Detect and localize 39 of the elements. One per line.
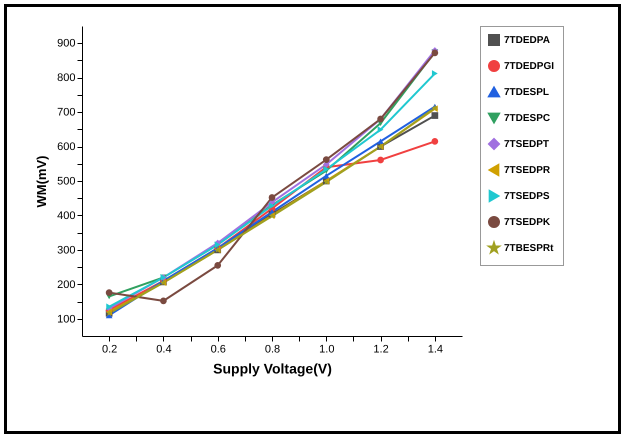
point [378, 126, 384, 134]
legend-label: 7TBESPRt [504, 243, 554, 254]
x-tick-label: 0.2 [102, 344, 118, 356]
x-tick-label: 1.0 [319, 344, 334, 356]
point [377, 156, 384, 164]
x-tick-label: 0.8 [264, 344, 280, 356]
y-tick-label: 200 [57, 278, 76, 291]
legend-label: 7TSEDPK [504, 217, 551, 228]
legend-label: 7TDEDPGI [504, 61, 554, 72]
y-tick-label: 800 [57, 72, 76, 84]
x-tick-label: 1.4 [428, 344, 444, 356]
y-tick-label: 300 [57, 244, 76, 256]
x-tick-label: 0.4 [156, 344, 172, 356]
point [214, 262, 222, 269]
legend-label: 7TSEDPT [504, 139, 550, 150]
point [160, 298, 167, 304]
y-tick-label: 700 [57, 106, 76, 119]
y-tick-label: 100 [57, 313, 76, 326]
point [268, 194, 276, 201]
point [432, 138, 438, 145]
y-tick-label: 600 [57, 141, 76, 154]
y-axis-title: WM(mV) [34, 156, 50, 208]
x-tick-label: 0.6 [210, 344, 226, 356]
legend-label: 7TDESPL [504, 87, 550, 98]
y-tick-label: 900 [57, 38, 76, 50]
point [377, 138, 384, 144]
point [322, 156, 330, 163]
legend-label: 7TSEDPS [504, 191, 550, 202]
point [432, 70, 438, 77]
x-axis-title: Supply Voltage(V) [213, 360, 332, 376]
x-tick-label: 1.2 [373, 344, 389, 356]
point [106, 289, 112, 296]
legend-label: 7TDESPC [504, 113, 550, 124]
y-tick-label: 500 [57, 176, 76, 188]
point [432, 112, 438, 119]
legend-label: 7TSEDPR [504, 165, 551, 176]
y-tick-label: 400 [57, 210, 76, 222]
point [322, 172, 330, 179]
legend-label: 7TDEDPA [504, 35, 550, 46]
